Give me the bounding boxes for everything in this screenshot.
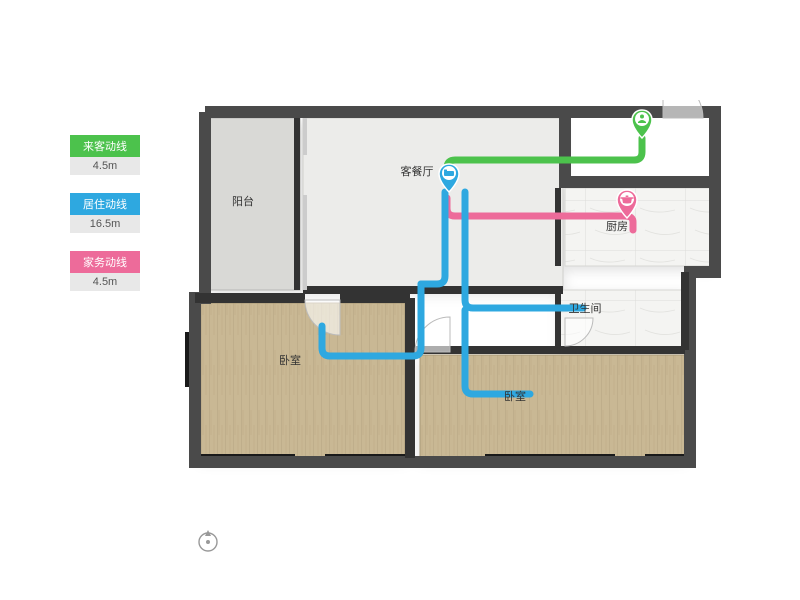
legend-label: 来客动线 <box>70 135 140 157</box>
legend-item-living: 居住动线 16.5m <box>70 193 140 233</box>
legend: 来客动线 4.5m 居住动线 16.5m 家务动线 4.5m <box>70 135 140 309</box>
room-bed2 <box>420 355 685 458</box>
room-label-balcony: 阳台 <box>232 194 254 208</box>
compass-icon <box>195 527 221 553</box>
room-label-bath: 卫生间 <box>569 301 602 315</box>
room-label-bed2: 卧室 <box>504 389 526 403</box>
room-label-living: 客餐厅 <box>401 164 434 178</box>
room-balcony <box>210 118 300 290</box>
room-living <box>303 118 563 290</box>
room-label-kitchen: 厨房 <box>606 220 628 233</box>
room-label-bed1: 卧室 <box>279 353 301 367</box>
legend-value: 16.5m <box>70 215 140 233</box>
floorplan: 阳台客餐厅厨房卫生间卧室卧室 <box>185 100 740 500</box>
legend-item-chores: 家务动线 4.5m <box>70 251 140 291</box>
legend-item-guest: 来客动线 4.5m <box>70 135 140 175</box>
legend-value: 4.5m <box>70 273 140 291</box>
legend-label: 居住动线 <box>70 193 140 215</box>
room-bed1 <box>200 303 405 458</box>
legend-label: 家务动线 <box>70 251 140 273</box>
guest-marker <box>632 110 652 138</box>
floorplan-svg: 阳台客餐厅厨房卫生间卧室卧室 <box>185 100 740 500</box>
legend-value: 4.5m <box>70 157 140 175</box>
door-swing <box>663 100 703 118</box>
